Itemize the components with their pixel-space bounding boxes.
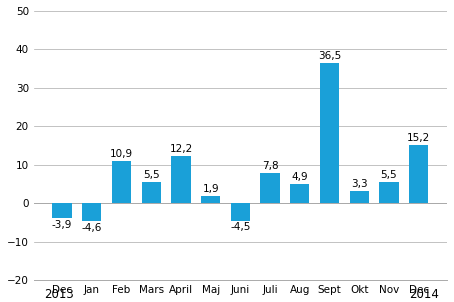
Text: -4,5: -4,5: [230, 223, 251, 233]
Bar: [409, 145, 428, 203]
Text: 12,2: 12,2: [169, 144, 192, 154]
Text: -4,6: -4,6: [82, 223, 102, 233]
Text: 15,2: 15,2: [407, 133, 430, 143]
Text: 10,9: 10,9: [110, 149, 133, 159]
Text: -3,9: -3,9: [52, 220, 72, 230]
Bar: [171, 156, 191, 203]
Bar: [82, 203, 102, 221]
Text: 2014: 2014: [410, 288, 439, 301]
Text: 5,5: 5,5: [380, 170, 397, 180]
Text: 5,5: 5,5: [143, 170, 159, 180]
Bar: [201, 196, 220, 203]
Bar: [379, 182, 399, 203]
Text: 4,9: 4,9: [291, 172, 308, 182]
Bar: [261, 173, 280, 203]
Text: 7,8: 7,8: [262, 161, 278, 171]
Bar: [290, 185, 310, 203]
Bar: [112, 161, 131, 203]
Text: 3,3: 3,3: [351, 179, 367, 189]
Text: 1,9: 1,9: [202, 184, 219, 194]
Text: 2013: 2013: [44, 288, 74, 301]
Bar: [320, 63, 339, 203]
Bar: [350, 191, 369, 203]
Bar: [53, 203, 72, 218]
Bar: [142, 182, 161, 203]
Bar: [231, 203, 250, 220]
Text: 36,5: 36,5: [318, 51, 341, 61]
